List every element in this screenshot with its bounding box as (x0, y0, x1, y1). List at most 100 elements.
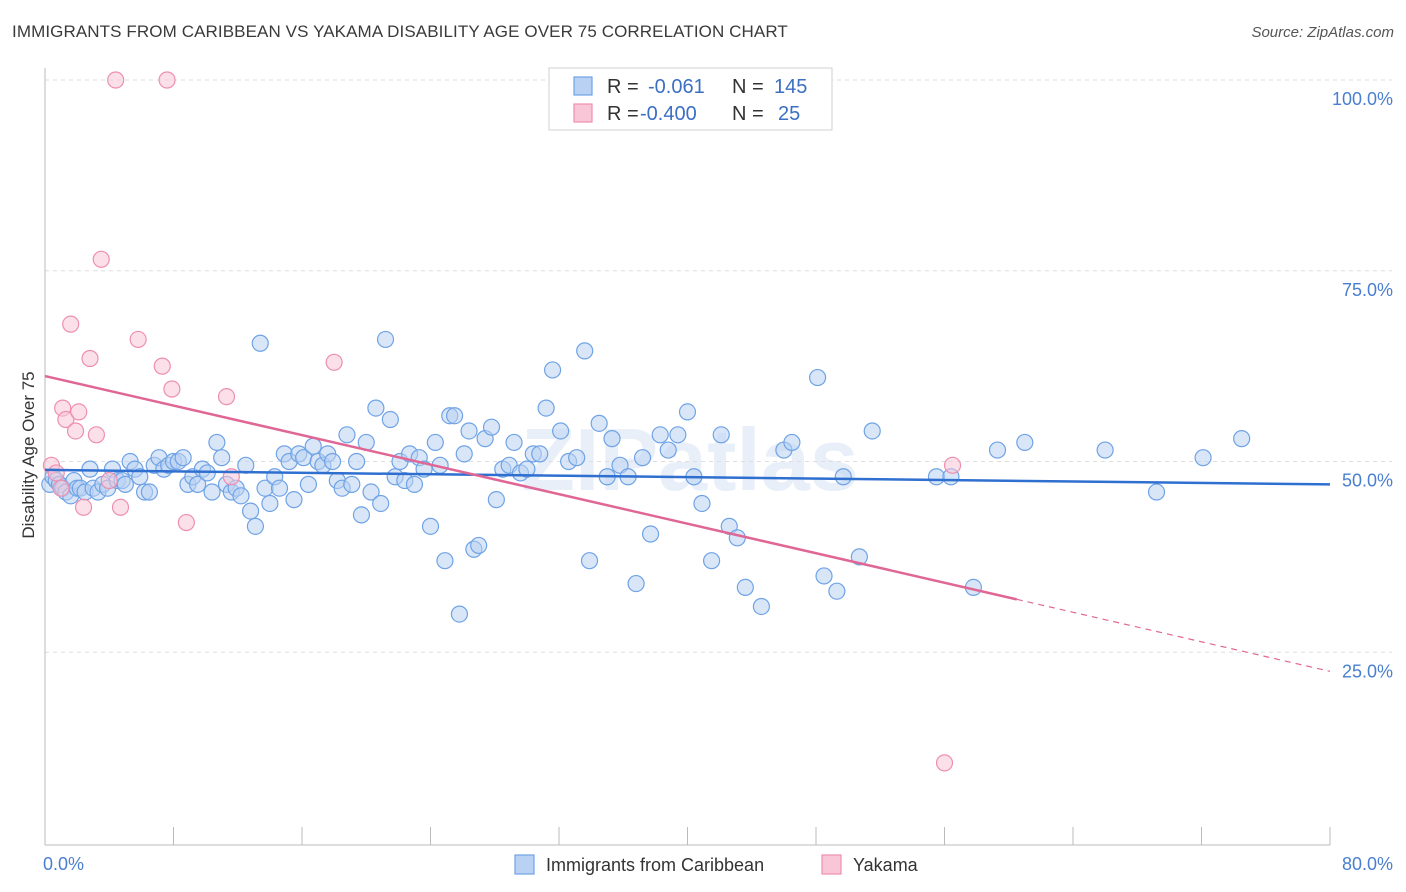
point-caribbean (693, 494, 711, 513)
point-caribbean (568, 449, 586, 467)
point-caribbean (140, 483, 159, 501)
point-yakama (92, 250, 110, 268)
point-caribbean (669, 426, 687, 444)
point-caribbean (426, 433, 444, 452)
point-caribbean (728, 529, 746, 547)
point-caribbean (372, 494, 390, 513)
point-caribbean (487, 491, 505, 509)
point-caribbean (590, 414, 608, 432)
point-caribbean (736, 578, 754, 596)
trendline-caribbean (44, 468, 1331, 486)
point-caribbean (633, 449, 652, 467)
legend-r-label-2: R = (607, 103, 639, 125)
point-caribbean (470, 536, 488, 555)
point-yakama (153, 357, 171, 375)
series-legend-label-yakama: Yakama (853, 855, 919, 875)
point-yakama (325, 353, 343, 371)
point-caribbean (659, 441, 677, 459)
point-caribbean (299, 475, 318, 493)
point-yakama (66, 422, 85, 440)
point-caribbean (203, 483, 221, 501)
x-tick-label: 0.0% (43, 854, 84, 874)
point-caribbean (285, 491, 303, 509)
point-caribbean (376, 330, 395, 349)
point-caribbean (580, 552, 599, 570)
point-yakama (62, 315, 80, 333)
point-caribbean (304, 437, 322, 455)
point-caribbean (338, 426, 356, 444)
point-caribbean (505, 433, 523, 452)
point-yakama (943, 456, 962, 474)
legend-r-label-1: R = (607, 76, 639, 98)
point-caribbean (537, 399, 555, 417)
stats-legend-box (548, 67, 833, 131)
point-caribbean (246, 517, 265, 535)
point-caribbean (1096, 441, 1114, 459)
point-caribbean (1194, 449, 1212, 467)
point-caribbean (367, 399, 385, 417)
y-tick-label: 25.0% (1342, 661, 1393, 681)
point-caribbean (1147, 483, 1166, 501)
x-tick-label: 80.0% (1342, 854, 1393, 874)
stats-legend: R = -0.061 N = 145 R = -0.400 N = 25 (548, 67, 833, 131)
legend-n-value-2: 25 (778, 103, 800, 125)
point-caribbean (809, 368, 827, 387)
point-yakama (100, 471, 118, 490)
point-caribbean (651, 426, 669, 444)
point-caribbean (251, 334, 269, 352)
point-caribbean (702, 552, 721, 570)
point-caribbean (834, 468, 852, 486)
point-caribbean (927, 468, 946, 486)
series-legend-label-caribbean: Immigrants from Caribbean (546, 855, 764, 875)
point-caribbean (405, 475, 424, 493)
point-caribbean (343, 475, 361, 493)
point-caribbean (174, 449, 192, 467)
point-caribbean (988, 441, 1007, 459)
point-caribbean (261, 494, 279, 513)
point-yakama (111, 498, 130, 516)
point-caribbean (188, 475, 207, 493)
point-caribbean (1233, 430, 1251, 448)
point-caribbean (482, 418, 501, 436)
point-caribbean (450, 605, 469, 623)
legend-n-label-1: N = (732, 76, 764, 98)
point-caribbean (752, 597, 770, 616)
point-yakama (70, 403, 88, 421)
point-caribbean (348, 452, 366, 471)
point-caribbean (455, 445, 473, 463)
point-caribbean (712, 426, 730, 444)
point-yakama (177, 513, 195, 532)
point-caribbean (116, 475, 134, 493)
point-yakama (935, 754, 954, 772)
point-yakama (129, 330, 147, 349)
point-caribbean (850, 548, 868, 566)
point-caribbean (543, 361, 562, 379)
legend-n-value-1: 145 (774, 76, 807, 98)
point-caribbean (1016, 433, 1034, 452)
point-yakama (52, 479, 70, 497)
point-caribbean (270, 479, 289, 497)
point-caribbean (352, 506, 371, 524)
point-caribbean (460, 422, 478, 440)
point-yakama (47, 464, 65, 482)
chart-title: IMMIGRANTS FROM CARIBBEAN VS YAKAMA DISA… (12, 22, 788, 41)
point-yakama (158, 71, 176, 89)
point-caribbean (627, 574, 645, 593)
point-caribbean (445, 407, 464, 425)
point-caribbean (678, 403, 697, 421)
point-yakama (74, 498, 93, 516)
point-yakama (107, 71, 125, 89)
point-caribbean (783, 433, 801, 452)
point-caribbean (576, 342, 594, 360)
legend-r-value-1: -0.061 (648, 76, 705, 98)
tick-labels: 100.0% 75.0% 50.0% 25.0% 0.0% 80.0% (43, 89, 1393, 874)
y-tick-label: 50.0% (1342, 471, 1393, 491)
axes (44, 68, 1331, 846)
point-caribbean (208, 433, 226, 452)
point-caribbean (863, 422, 881, 440)
y-tick-label: 75.0% (1342, 280, 1393, 300)
point-caribbean (131, 468, 149, 486)
point-yakama (57, 410, 75, 429)
legend-swatch-pink (573, 103, 593, 123)
